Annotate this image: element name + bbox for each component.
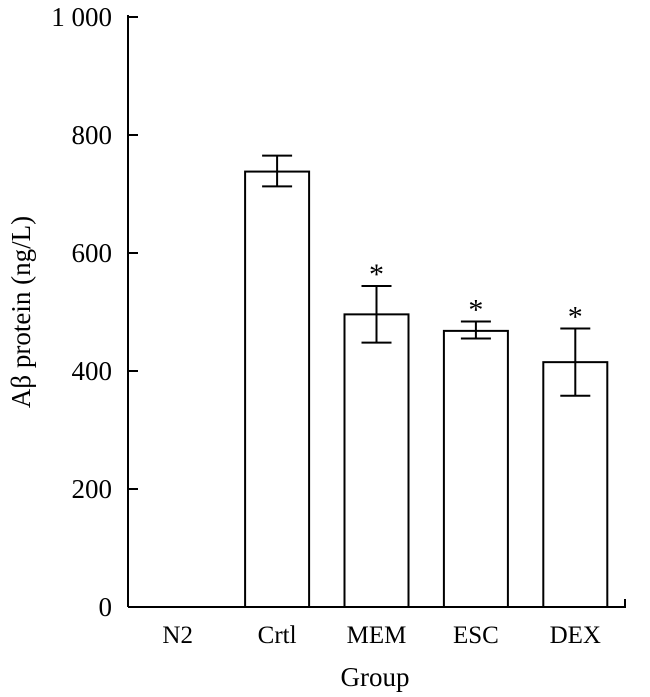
y-tick-label: 400	[72, 356, 113, 386]
error-bars	[262, 154, 591, 397]
bar-crtl	[244, 170, 311, 609]
significance-asterisk: *	[369, 258, 384, 291]
category-label: Crtl	[258, 622, 297, 649]
y-tick-label: 0	[99, 592, 113, 622]
significance-marks: * * *	[369, 258, 583, 333]
significance-asterisk: *	[468, 293, 483, 326]
y-tick-label: 200	[72, 474, 113, 504]
y-axis: 0 200 400 600 800 1 000	[51, 2, 138, 622]
bar-dex	[542, 361, 609, 608]
category-label: MEM	[347, 622, 407, 649]
x-axis-title: Group	[341, 662, 410, 692]
category-label: ESC	[453, 622, 499, 649]
y-tick-label: 600	[72, 238, 113, 268]
bars	[244, 170, 609, 609]
category-labels: N2 Crtl MEM ESC DEX	[162, 622, 601, 649]
significance-asterisk: *	[568, 301, 583, 334]
bar-esc	[442, 329, 509, 608]
y-tick-label: 800	[72, 120, 113, 150]
category-label: DEX	[550, 622, 601, 649]
bar-mem	[343, 313, 410, 608]
y-axis-title: Aβ protein (ng/L)	[6, 216, 36, 408]
category-label: N2	[162, 622, 193, 649]
y-tick-label: 1 000	[51, 2, 112, 32]
